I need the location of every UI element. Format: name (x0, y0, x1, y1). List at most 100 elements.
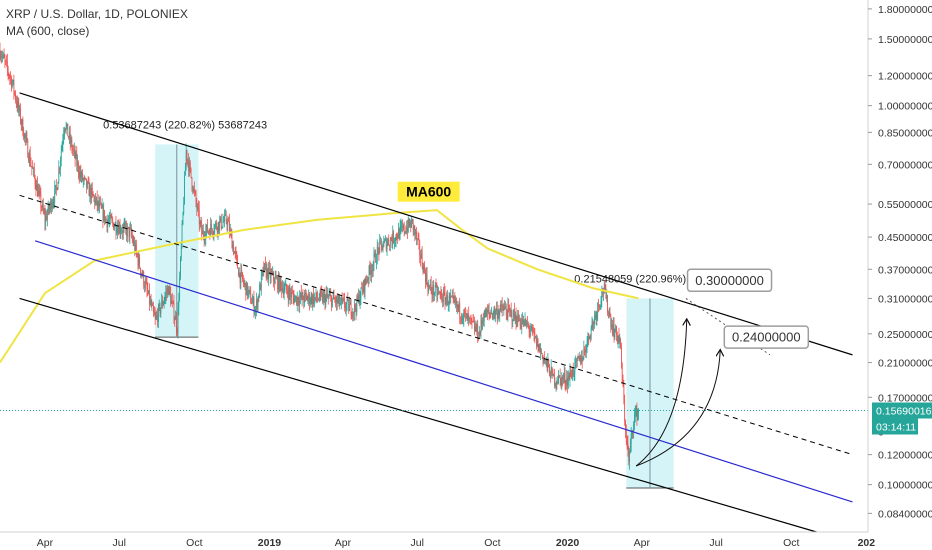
candle-body (572, 368, 573, 378)
candle-body (392, 231, 394, 244)
candle-body (260, 284, 261, 291)
candle-body (471, 318, 473, 322)
candle-body (257, 296, 259, 309)
candle-body (57, 182, 59, 190)
candle-body (572, 368, 574, 375)
candle-body (584, 348, 586, 350)
time-tick-label: Jul (411, 537, 424, 549)
candle-body (401, 226, 403, 227)
candle-body (127, 226, 129, 228)
candle-body (634, 412, 636, 415)
candle-body (350, 302, 352, 315)
candle-body (177, 307, 179, 334)
candle-body (517, 314, 519, 326)
indicator-label[interactable]: MA (600, close) (6, 24, 90, 38)
candle-body (221, 226, 223, 228)
candle-body (404, 231, 406, 233)
candle-body (6, 61, 8, 69)
candle-body (380, 240, 382, 245)
candle-body (486, 309, 488, 318)
price-tick-label: 0.37000000 (878, 264, 932, 276)
candle-body (567, 377, 568, 386)
candle-body (578, 357, 580, 361)
candle-body (216, 228, 218, 233)
candle-body (4, 57, 6, 61)
candle-body (362, 288, 363, 292)
candle-body (563, 373, 565, 378)
candle-body (625, 420, 626, 432)
candle-body (52, 202, 54, 205)
candle-body (414, 226, 416, 234)
candle-body (301, 293, 303, 299)
candle-body (23, 135, 25, 139)
candle-body (296, 297, 298, 305)
candle-body (607, 295, 608, 313)
candle-body (109, 219, 110, 221)
candle-body (163, 300, 165, 304)
time-tick-label: Jul (112, 537, 125, 549)
price-axis[interactable]: 1.80000000 1.50000000 1.20000000 1.00000000… (867, 0, 932, 532)
candle-body (349, 302, 351, 305)
candle-body (446, 294, 448, 300)
candle-body (2, 56, 3, 58)
time-tick-label: Apr (335, 537, 352, 549)
candle-body (53, 202, 55, 204)
candle-body (166, 292, 167, 294)
time-tick-label: Oct (783, 537, 799, 549)
candle-body (458, 302, 460, 309)
candle-body (28, 157, 29, 162)
candle-body (319, 291, 321, 300)
candles (0, 42, 639, 470)
channel-lines[interactable] (0, 92, 868, 533)
candle-body (37, 190, 39, 197)
candle-body (20, 108, 21, 122)
candle-body (371, 270, 372, 275)
candle-body (104, 217, 106, 222)
price-tick-label: 0.45000000 (878, 232, 932, 244)
candle-body (579, 355, 581, 361)
candle-body (570, 370, 572, 375)
candle-body (238, 268, 239, 277)
symbol-title[interactable]: XRP / U.S. Dollar, 1D, POLONIEX (6, 7, 188, 21)
candle-body (409, 222, 411, 226)
time-axis[interactable]: Apr Jul Oct 2019 Apr Jul Oct 2020 Apr Jul Oct 202 (0, 531, 875, 549)
candle-body (467, 314, 469, 321)
candle-body (254, 311, 256, 313)
candle-body (415, 231, 417, 234)
candle-body (13, 80, 15, 93)
candle-body (511, 311, 513, 322)
candle-body (215, 222, 217, 229)
candle-body (560, 377, 562, 386)
candle-body (501, 305, 503, 310)
candle-body (548, 360, 550, 367)
candle-body (55, 185, 56, 188)
candle-body (505, 309, 507, 315)
candle-body (552, 369, 554, 377)
candle-body (264, 263, 266, 266)
candle-body (555, 381, 557, 385)
candle-body (274, 277, 276, 284)
candle-body (146, 283, 148, 291)
candle-body (265, 265, 267, 278)
candle-body (211, 224, 212, 229)
candle-body (591, 323, 593, 328)
candle-body (576, 359, 577, 362)
candle-body (424, 265, 426, 272)
price-tick-label: 1.50000000 (878, 34, 932, 46)
candle-body (540, 349, 542, 354)
candle-body (289, 289, 291, 294)
candle-body (588, 333, 590, 339)
candle-body (513, 310, 515, 321)
candle-body (474, 321, 475, 331)
candle-body (636, 407, 638, 420)
candle-body (32, 167, 34, 169)
candle-body (128, 227, 130, 238)
channel-mid-line (19, 194, 853, 456)
candle-body (618, 336, 620, 343)
candle-body (152, 304, 154, 306)
candle-body (259, 284, 261, 298)
candle-body (428, 286, 430, 291)
candle-body (633, 424, 635, 431)
arrow-to-target-2 (635, 351, 720, 467)
